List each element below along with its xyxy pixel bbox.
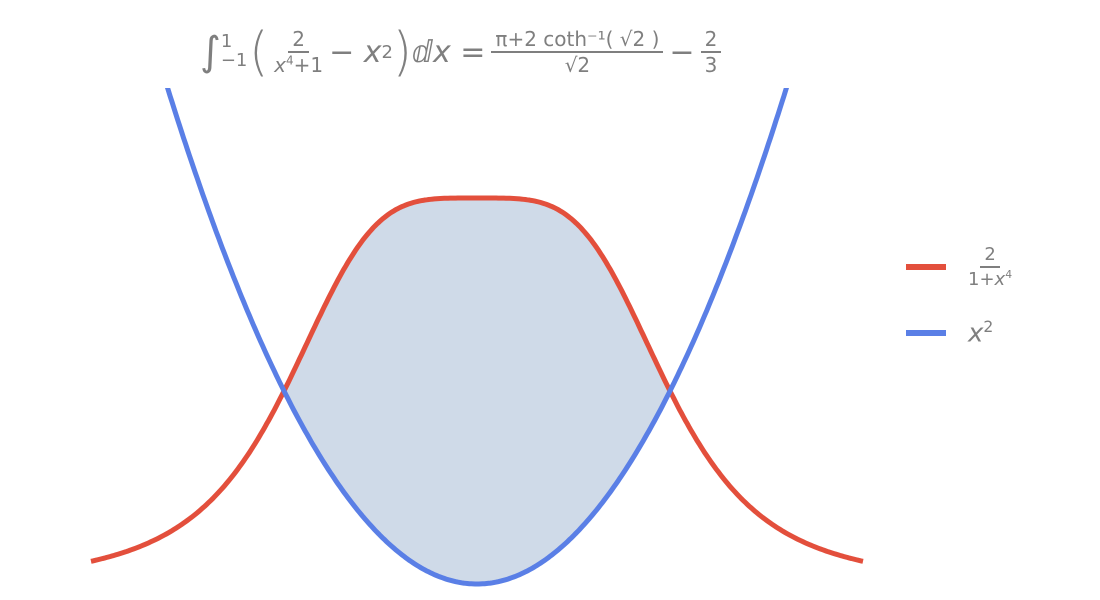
integral-upper: 1 [220, 31, 233, 53]
filled-region [284, 198, 670, 584]
legend-swatch-red [906, 263, 946, 270]
legend-swatch-blue [906, 330, 946, 337]
integrand-numerator: 2 [288, 27, 309, 53]
rhs-denominator: √2 [564, 52, 591, 77]
legend-item-red: 2 1+x4 [906, 244, 1012, 290]
series-line-0 [90, 195, 864, 564]
series-line-1 [165, 88, 789, 587]
integral-sign: ∫ [200, 29, 221, 75]
legend-item-blue: x2 [906, 318, 993, 349]
integral-lower: −1 [220, 50, 248, 71]
rhs-numerator: π+2 coth⁻¹( √2 ) [491, 27, 664, 53]
differential: ⅆx [411, 34, 451, 70]
